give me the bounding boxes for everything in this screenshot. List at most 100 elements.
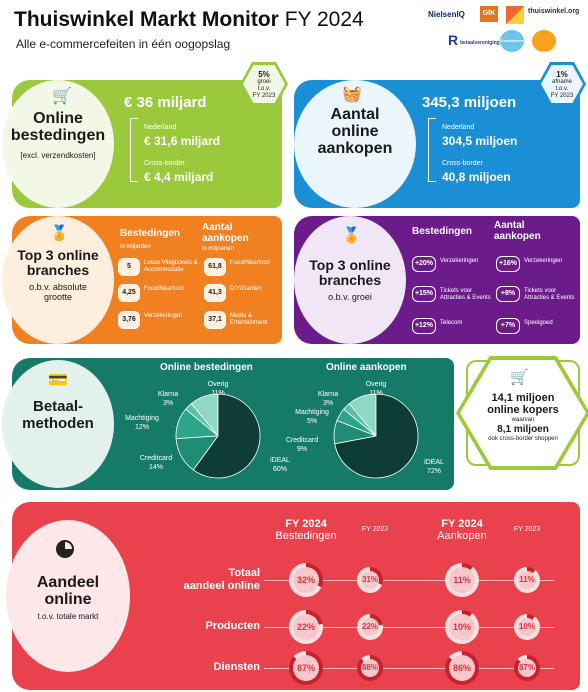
- share-donut: 86%: [445, 651, 479, 685]
- aandeel-row-label: Diensten: [150, 661, 260, 674]
- aandeel-title: Aandeel online: [36, 574, 100, 608]
- col4-year: FY 2023: [513, 526, 541, 533]
- piechart-icon: [56, 540, 74, 558]
- top3-growth-col1-head: Bestedingen: [412, 226, 473, 237]
- growth-left-value: +20%: [412, 256, 436, 272]
- betaalvereniging-logo: betaalvereniging: [460, 40, 500, 46]
- basket-icon: 🧺: [342, 86, 362, 103]
- top3-abs-sub: o.b.v. absolute grootte: [29, 282, 87, 302]
- share-donut: 22%: [357, 614, 383, 640]
- top3-growth-circle: [294, 216, 406, 344]
- aandeel-sub: t.o.v. totale markt: [37, 612, 99, 621]
- growth-left-label: Telecom: [440, 320, 463, 326]
- aandeel-row-label-2: aandeel online: [183, 580, 260, 592]
- growth-right-label: Speelgoed: [524, 320, 553, 326]
- growth-left-value: +15%: [412, 286, 436, 302]
- aandeel-row-label-1: Producten: [205, 620, 260, 632]
- bestedingen-bracket: [130, 118, 138, 182]
- abs-right-value: 61,8: [204, 258, 226, 276]
- betaalvereniging-icon: R: [448, 32, 459, 48]
- top3-abs-col2-head: Aantal aankopen: [202, 222, 249, 244]
- growth-badge-inner: 5% groei t.o.v. FY 2023: [243, 65, 285, 103]
- gfk-logo: GfK: [480, 6, 498, 22]
- kopers-text: 14,1 miljoen online kopers waarvan 8,1 m…: [487, 392, 559, 442]
- share-value: 87%: [518, 659, 536, 677]
- bestedingen-total: € 36 miljard: [124, 94, 207, 111]
- pie2-label-machtiging: Machtiging 5%: [295, 409, 329, 425]
- abs-right-label: DIY/Garden: [230, 286, 262, 292]
- abs-right-label: Media & Entertainment: [230, 313, 268, 326]
- nielseniq-logo: NielsenIQ: [428, 10, 465, 19]
- partner-logo: [532, 30, 556, 52]
- aandeel-connector: [264, 627, 554, 628]
- abs-left-value: 4,25: [118, 284, 140, 302]
- share-value: 31%: [361, 571, 379, 589]
- pie1-label-overig: Overig 11%: [208, 381, 229, 397]
- pie2-label-overig: Overig 11%: [366, 381, 387, 397]
- abs-right-label: Food/Nearfood: [230, 260, 271, 266]
- share-donut: 22%: [289, 610, 323, 644]
- pie2-label-klarna: Klarna 3%: [318, 391, 338, 407]
- aankopen-cb-value: 40,8 miljoen: [442, 170, 511, 184]
- abs-left-label: Verzekeringen: [144, 313, 183, 319]
- col3-year: FY 2024: [441, 518, 483, 530]
- top3-abs-col1-head: Bestedingen: [120, 228, 181, 239]
- top3-growth-col2-head: Aantal aankopen: [494, 220, 541, 242]
- share-value: 11%: [518, 571, 536, 589]
- abs-left-label: Losse Vliegtickets & Accommodatie: [144, 260, 198, 273]
- logo-bar: NielsenIQ GfK thuiswinkel.org R betaalve…: [428, 4, 580, 56]
- page-title: Thuiswinkel Markt Monitor FY 2024: [14, 8, 364, 31]
- betaal-circle: [2, 360, 114, 488]
- growth-left-label: Tickets voor Attracties & Events: [440, 288, 491, 301]
- abs-left-value: 3,76: [118, 311, 140, 329]
- share-donut: 87%: [289, 651, 323, 685]
- growth-right-value: +7%: [496, 318, 520, 334]
- bestedingen-title: Online bestedingen: [10, 110, 106, 144]
- pie1-slice-ideal: [192, 393, 261, 479]
- award-icon: 🏅: [50, 225, 69, 242]
- abs-right-value: 37,1: [204, 311, 226, 329]
- share-value: 87%: [293, 655, 319, 681]
- aandeel-row-label-1: Totaal: [228, 567, 260, 579]
- share-value: 88%: [361, 659, 379, 677]
- pie1-label-machtiging: Machtiging 12%: [125, 415, 159, 431]
- pie1-title: Online bestedingen: [160, 362, 253, 373]
- top3-growth-title: Top 3 online branches: [309, 257, 391, 288]
- top3-abs-circle: [2, 216, 114, 344]
- col1-label: Bestedingen: [275, 530, 337, 542]
- share-donut: 11%: [445, 563, 479, 597]
- share-value: 10%: [449, 614, 475, 640]
- aankopen-circle: [294, 80, 416, 208]
- growth-right-value: +16%: [496, 256, 520, 272]
- award-icon-2: 🏅: [342, 227, 361, 244]
- growth-left-value: +12%: [412, 318, 436, 334]
- share-donut: 11%: [514, 567, 540, 593]
- betaal-title: Betaal-methoden: [22, 398, 94, 432]
- aankopen-nl-value: 304,5 miljoen: [442, 134, 518, 148]
- pie1-label-creditcard: Creditcard 14%: [140, 455, 172, 471]
- col2-year: FY 2023: [361, 526, 389, 533]
- aankopen-bracket: [428, 118, 436, 182]
- growth-right-label: Tickets voor Attracties & Events: [524, 288, 575, 301]
- growth-right-label: Verzekeringen: [524, 258, 563, 264]
- thuiswinkel-logo: thuiswinkel.org: [528, 8, 580, 15]
- share-value: 32%: [293, 567, 319, 593]
- growth-right-value: +8%: [496, 286, 520, 302]
- aandeel-connector: [264, 668, 554, 669]
- pie2-title: Online aankopen: [326, 362, 407, 373]
- abs-right-value: 41,3: [204, 284, 226, 302]
- share-donut: 31%: [357, 567, 383, 593]
- aankopen-title: Aantal online aankopen: [317, 106, 393, 157]
- bestedingen-nl-value: € 31,6 miljard: [144, 134, 221, 148]
- col1-year: FY 2024: [285, 518, 327, 530]
- top3-abs-col1-unit: in miljarden: [120, 244, 151, 250]
- pie2-label-creditcard: Creditcard 9%: [286, 437, 318, 453]
- top3-abs-col2-unit: in miljoenen: [202, 246, 235, 252]
- abs-left-label: Food/Nearfood: [144, 286, 185, 292]
- bestedingen-cb-value: € 4,4 miljard: [144, 170, 214, 184]
- col3-label: Aankopen: [437, 530, 487, 542]
- pie1-label-ideal: iDEAL 60%: [270, 457, 290, 473]
- share-value: 10%: [518, 618, 536, 636]
- share-donut: 87%: [514, 655, 540, 681]
- share-value: 11%: [449, 567, 475, 593]
